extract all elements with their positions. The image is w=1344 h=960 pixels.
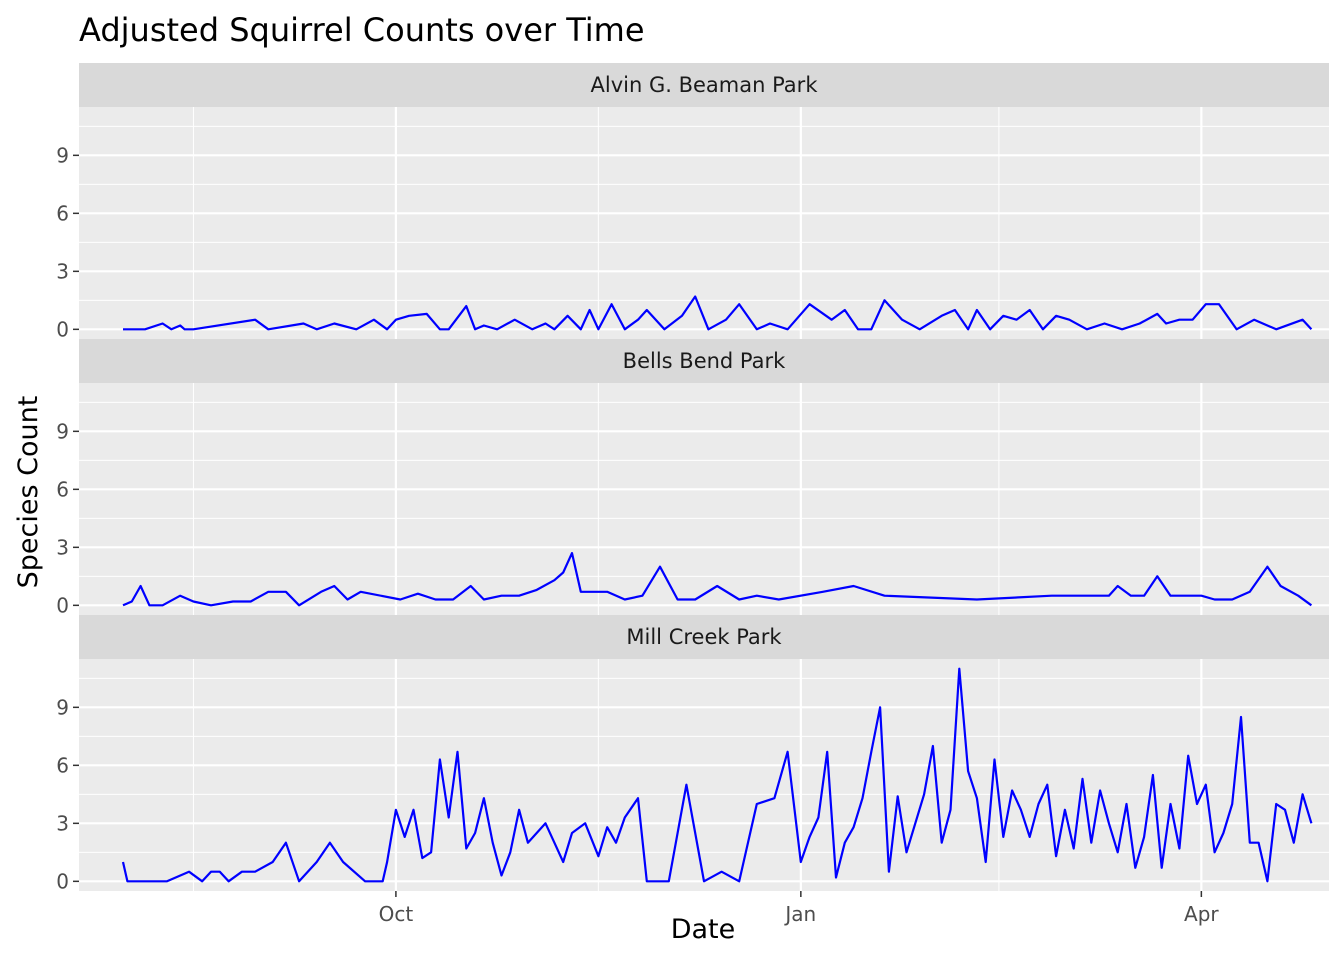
series-line (123, 295, 1313, 331)
chart-title: Adjusted Squirrel Counts over Time (79, 11, 645, 49)
y-tick-label: 9 (56, 695, 69, 719)
panel-background (79, 383, 1329, 615)
facet-strip-label: Mill Creek Park (626, 625, 782, 649)
y-axis-title: Species Count (13, 396, 44, 589)
x-axis: Oct Jan Apr (379, 891, 1219, 926)
facet-strip-label: Bells Bend Park (623, 349, 786, 373)
y-tick-label: 3 (56, 535, 69, 559)
x-tick-label: Apr (1184, 902, 1219, 926)
x-axis-title: Date (671, 914, 736, 945)
y-tick-label: 9 (56, 143, 69, 167)
series-line (122, 551, 1313, 607)
y-tick-label: 0 (56, 869, 69, 893)
x-tick-label: Jan (783, 902, 816, 926)
y-tick-label: 6 (56, 477, 69, 501)
facet-panels: Alvin G. Beaman Park 0 3 6 9 Bells Bend Park 0… (56, 63, 1329, 893)
facet-strip (79, 339, 1329, 383)
y-tick-label: 3 (56, 811, 69, 835)
panel-background (79, 659, 1329, 891)
facet-strip (79, 63, 1329, 107)
y-tick-label: 0 (56, 593, 69, 617)
facet-strip (79, 615, 1329, 659)
facet-strip-label: Alvin G. Beaman Park (591, 73, 819, 97)
facet-1: Bells Bend Park 0 3 6 9 (56, 339, 1329, 617)
x-tick-label: Oct (379, 902, 414, 926)
y-tick-label: 9 (56, 419, 69, 443)
panel-background (79, 107, 1329, 339)
y-tick-label: 3 (56, 259, 69, 283)
series-line (121, 667, 1313, 883)
y-tick-label: 0 (56, 317, 69, 341)
y-tick-label: 6 (56, 201, 69, 225)
facet-2: Mill Creek Park 0 3 6 9 (56, 615, 1329, 893)
y-tick-label: 6 (56, 753, 69, 777)
facet-0: Alvin G. Beaman Park 0 3 6 9 (56, 63, 1329, 341)
